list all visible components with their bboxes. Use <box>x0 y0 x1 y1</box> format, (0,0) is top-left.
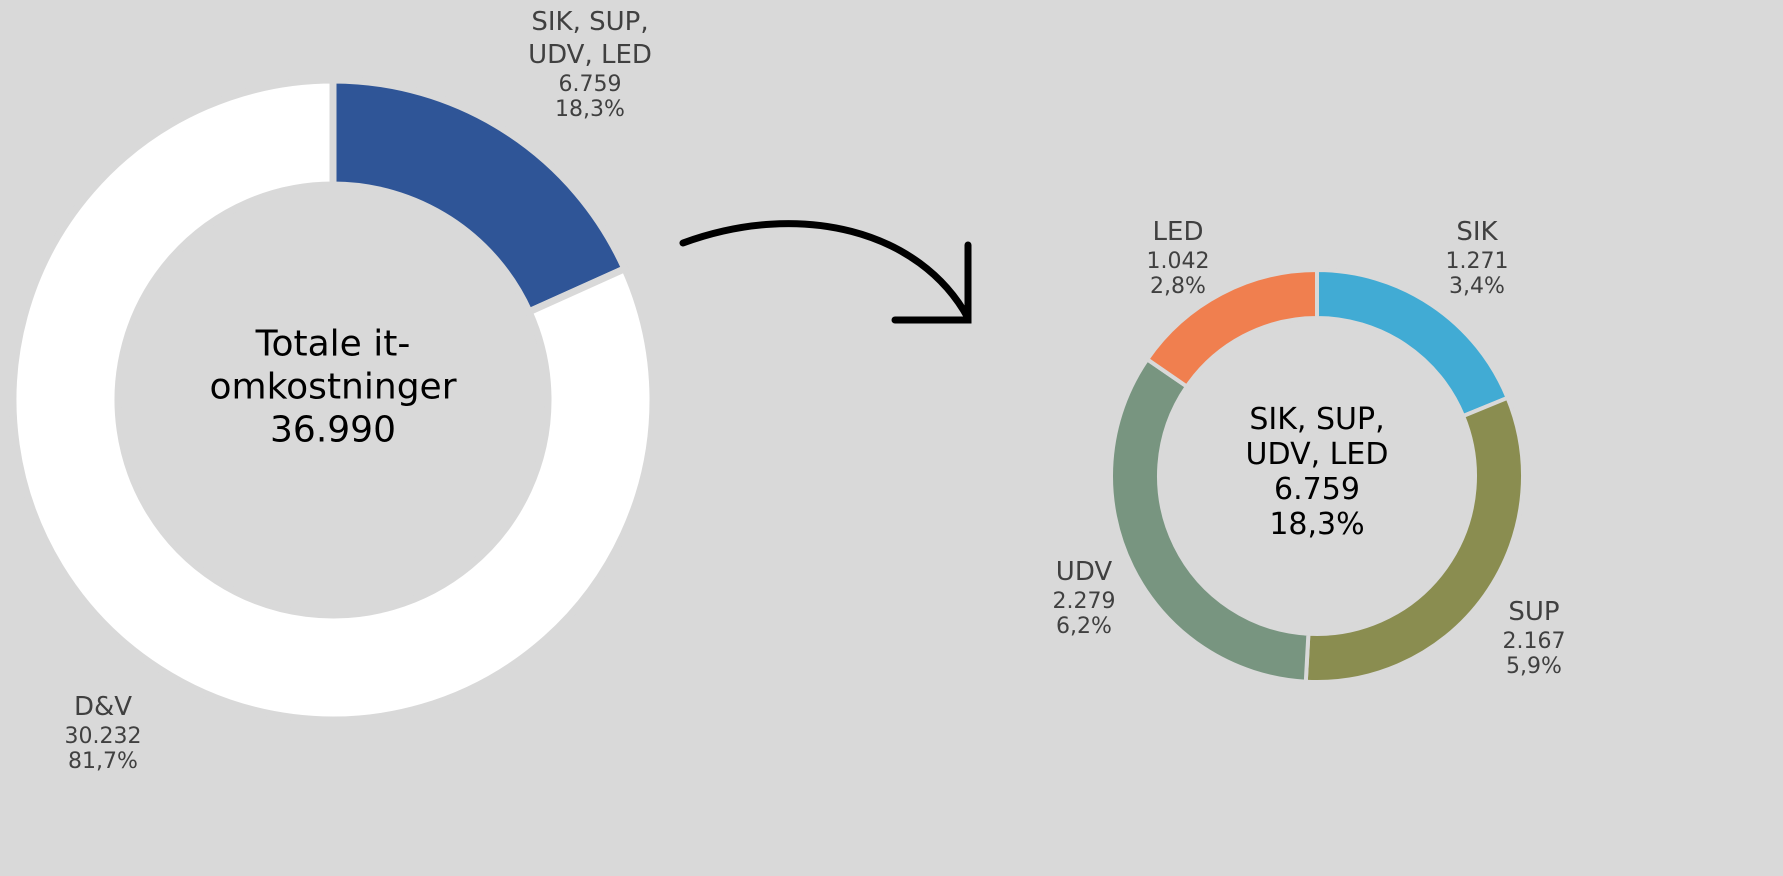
slice-name: SUP <box>1508 597 1560 627</box>
slice-percent: 6,2% <box>1056 614 1112 639</box>
arrow-curve <box>679 220 972 322</box>
slice-value: 30.232 <box>64 724 142 749</box>
center-value: 6.759 <box>1274 472 1360 507</box>
center-value: 36.990 <box>270 409 396 451</box>
slice-percent: 18,3% <box>555 97 625 122</box>
slice-value: 6.759 <box>558 72 622 97</box>
center-title: Totale it-omkostninger <box>209 323 457 408</box>
slice-value: 1.042 <box>1146 249 1210 274</box>
slice-label: UDV 2.279 6,2% <box>999 556 1169 639</box>
slice-value: 2.279 <box>1052 589 1116 614</box>
arrow-head <box>891 241 972 324</box>
slice-value: 1.271 <box>1445 249 1509 274</box>
slice-label: LED 1.042 2,8% <box>1093 216 1263 299</box>
slice-name: D&V <box>73 692 133 722</box>
slice-percent: 81,7% <box>68 749 138 774</box>
slice-label: SUP 2.167 5,9% <box>1449 596 1619 679</box>
slice-label: D&V 30.232 81,7% <box>18 691 188 774</box>
arrow <box>679 220 972 324</box>
donut-slice <box>9 76 657 724</box>
slice-value: 2.167 <box>1502 629 1566 654</box>
slice-name: SIK, SUP, UDV, LED <box>528 7 652 70</box>
slice-percent: 3,4% <box>1449 274 1505 299</box>
center-title: SIK, SUP, UDV, LED <box>1245 402 1389 472</box>
slice-name: LED <box>1152 217 1204 247</box>
slice-name: SIK <box>1456 217 1498 247</box>
slice-label: SIK, SUP, UDV, LED 6.759 18,3% <box>505 6 675 122</box>
center-label: Totale it-omkostninger 36.990 <box>188 323 478 452</box>
center-label: SIK, SUP, UDV, LED 6.759 18,3% <box>1222 402 1412 542</box>
donut-slice <box>1144 267 1319 390</box>
slice-label: SIK 1.271 3,4% <box>1392 216 1562 299</box>
slice-percent: 2,8% <box>1150 274 1206 299</box>
center-percent: 18,3% <box>1269 507 1365 542</box>
slice-percent: 5,9% <box>1506 654 1562 679</box>
slice-name: UDV <box>1055 557 1113 587</box>
donut-slice <box>1109 356 1311 684</box>
